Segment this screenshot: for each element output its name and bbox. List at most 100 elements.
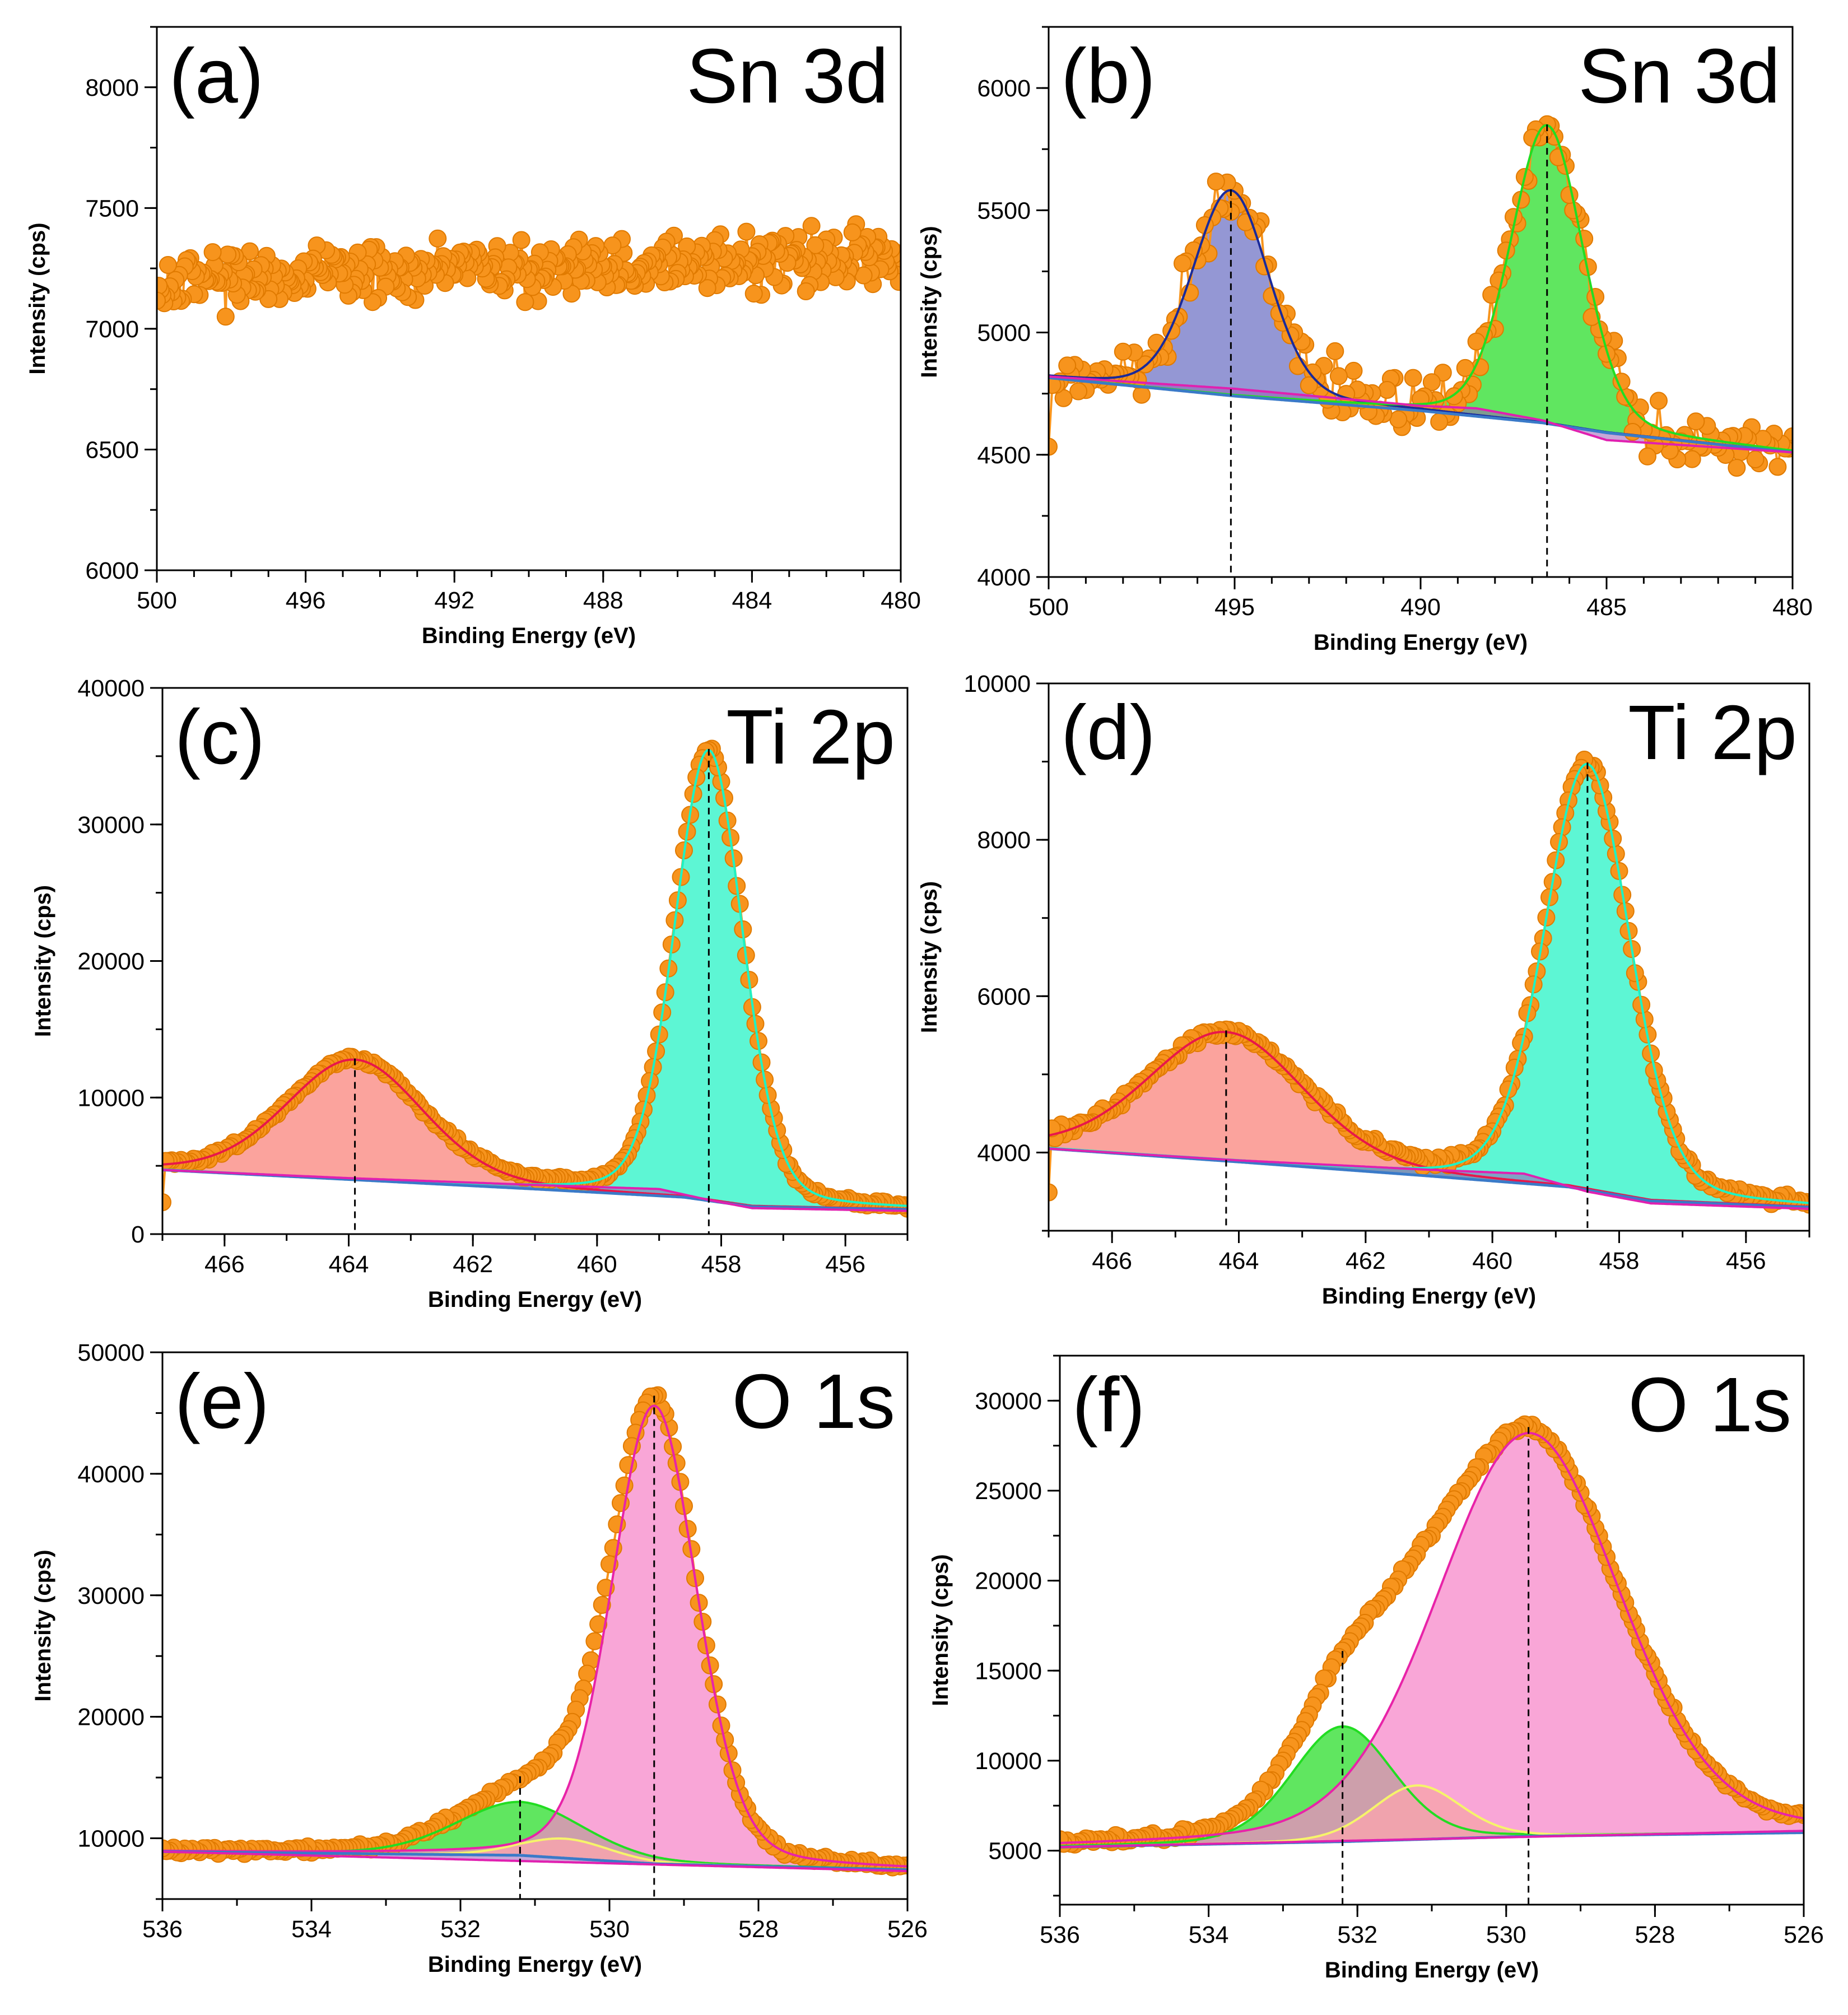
y-tick-label: 10000 — [963, 671, 1031, 697]
x-tick-label: 534 — [291, 1916, 332, 1943]
y-axis-title: Intensity (cps) — [25, 222, 50, 374]
x-tick-label: 490 — [1400, 594, 1441, 621]
data-point — [1049, 1183, 1058, 1202]
y-axis-title: Intensity (cps) — [917, 226, 942, 378]
y-tick-label: 20000 — [975, 1568, 1042, 1595]
y-tick-label: 5000 — [977, 320, 1031, 347]
x-tick-label: 534 — [1189, 1921, 1229, 1948]
component-line-lattice-o — [1060, 1432, 1804, 1844]
panel-element-label: Sn 3d — [1578, 33, 1780, 119]
x-axis-title: Binding Energy (eV) — [428, 1287, 642, 1312]
x-tick-label: 528 — [738, 1916, 779, 1943]
x-tick-label: 462 — [1346, 1248, 1386, 1274]
data-point — [1638, 447, 1656, 466]
x-tick-label: 526 — [887, 1916, 928, 1943]
x-tick-label: 485 — [1586, 594, 1627, 621]
x-tick-label: 532 — [440, 1916, 481, 1943]
x-tick-label: 536 — [142, 1916, 183, 1943]
data-point — [157, 277, 168, 295]
data-point — [1389, 410, 1408, 429]
panel-letter: (a) — [169, 33, 264, 119]
data-point — [744, 285, 763, 303]
y-tick-label: 6000 — [977, 983, 1031, 1010]
data-point — [203, 243, 222, 262]
data-point — [578, 1664, 597, 1683]
x-tick-label: 458 — [701, 1251, 742, 1278]
x-tick-label: 532 — [1337, 1921, 1377, 1948]
y-tick-label: 0 — [131, 1221, 145, 1248]
plot-area — [1049, 115, 1793, 577]
x-tick-label: 456 — [825, 1251, 865, 1278]
data-point — [1575, 230, 1594, 248]
data-point — [698, 279, 716, 297]
data-point — [1404, 369, 1422, 387]
data-point — [1422, 373, 1441, 392]
y-tick-label: 5500 — [977, 197, 1031, 224]
panel-element-label: Ti 2p — [1628, 690, 1797, 776]
y-tick-label: 10000 — [975, 1748, 1042, 1775]
data-point — [1687, 412, 1705, 431]
data-point — [1746, 450, 1765, 468]
y-tick-label: 30000 — [975, 1388, 1042, 1414]
panel-element-label: O 1s — [1628, 1362, 1791, 1448]
y-tick-label: 4000 — [977, 1139, 1031, 1166]
panel-element-label: O 1s — [732, 1358, 895, 1445]
background-line-2 — [1060, 1830, 1804, 1849]
y-tick-label: 7000 — [85, 316, 139, 343]
x-tick-label: 464 — [329, 1251, 369, 1278]
y-tick-label: 6000 — [977, 75, 1031, 102]
raw-data-line — [162, 1394, 907, 1869]
y-axis-title: Intensity (cps) — [31, 1549, 55, 1701]
y-tick-label: 4000 — [977, 564, 1031, 591]
y-tick-label: 50000 — [77, 1339, 145, 1366]
y-tick-label: 5000 — [988, 1838, 1042, 1865]
data-point — [1683, 450, 1701, 468]
data-point — [1054, 389, 1073, 407]
x-tick-label: 488 — [583, 587, 623, 614]
y-tick-label: 6000 — [85, 557, 139, 584]
panel-letter: (f) — [1072, 1362, 1145, 1448]
data-point — [157, 291, 166, 310]
x-tick-label: 480 — [1772, 594, 1813, 621]
x-tick-label: 484 — [732, 587, 772, 614]
data-point — [589, 1615, 608, 1634]
y-tick-label: 20000 — [77, 948, 145, 975]
data-point — [1344, 361, 1363, 380]
x-tick-label: 530 — [1486, 1921, 1526, 1948]
x-axis-title: Binding Energy (eV) — [1314, 630, 1528, 655]
data-point — [162, 1193, 171, 1212]
plot-area — [162, 1386, 907, 1899]
data-point — [1430, 413, 1449, 431]
y-tick-label: 10000 — [77, 1085, 145, 1111]
data-point — [802, 217, 821, 235]
y-tick-label: 8000 — [85, 75, 139, 101]
y-tick-label: 6500 — [85, 436, 139, 463]
x-tick-label: 460 — [577, 1251, 617, 1278]
data-point — [1174, 254, 1191, 273]
data-point — [1329, 367, 1348, 385]
data-point — [1069, 382, 1088, 401]
x-tick-label: 480 — [881, 587, 921, 614]
x-tick-label: 456 — [1726, 1248, 1766, 1274]
data-point — [737, 222, 756, 241]
x-tick-label: 466 — [1092, 1248, 1132, 1274]
plot-area — [162, 739, 907, 1234]
component-line-lattice-o — [162, 1404, 907, 1868]
x-tick-label: 526 — [1784, 1921, 1824, 1948]
data-point — [512, 231, 530, 249]
y-tick-label: 30000 — [77, 812, 145, 839]
data-point — [1326, 342, 1344, 360]
x-tick-label: 462 — [453, 1251, 493, 1278]
plot-area — [1060, 1415, 1804, 1905]
background-line-2 — [162, 1169, 907, 1212]
data-point — [1300, 376, 1318, 394]
background-line-2 — [1049, 375, 1793, 454]
panel-b: 500 495 490 485 480 4000 4500 5000 5500 6000 Bindi… — [917, 26, 1813, 655]
data-point — [843, 223, 862, 241]
data-point — [516, 293, 534, 311]
data-point — [1058, 356, 1077, 375]
y-tick-label: 15000 — [975, 1658, 1042, 1684]
x-tick-label: 536 — [1040, 1921, 1080, 1948]
y-axis-title: Intensity (cps) — [928, 1554, 953, 1706]
